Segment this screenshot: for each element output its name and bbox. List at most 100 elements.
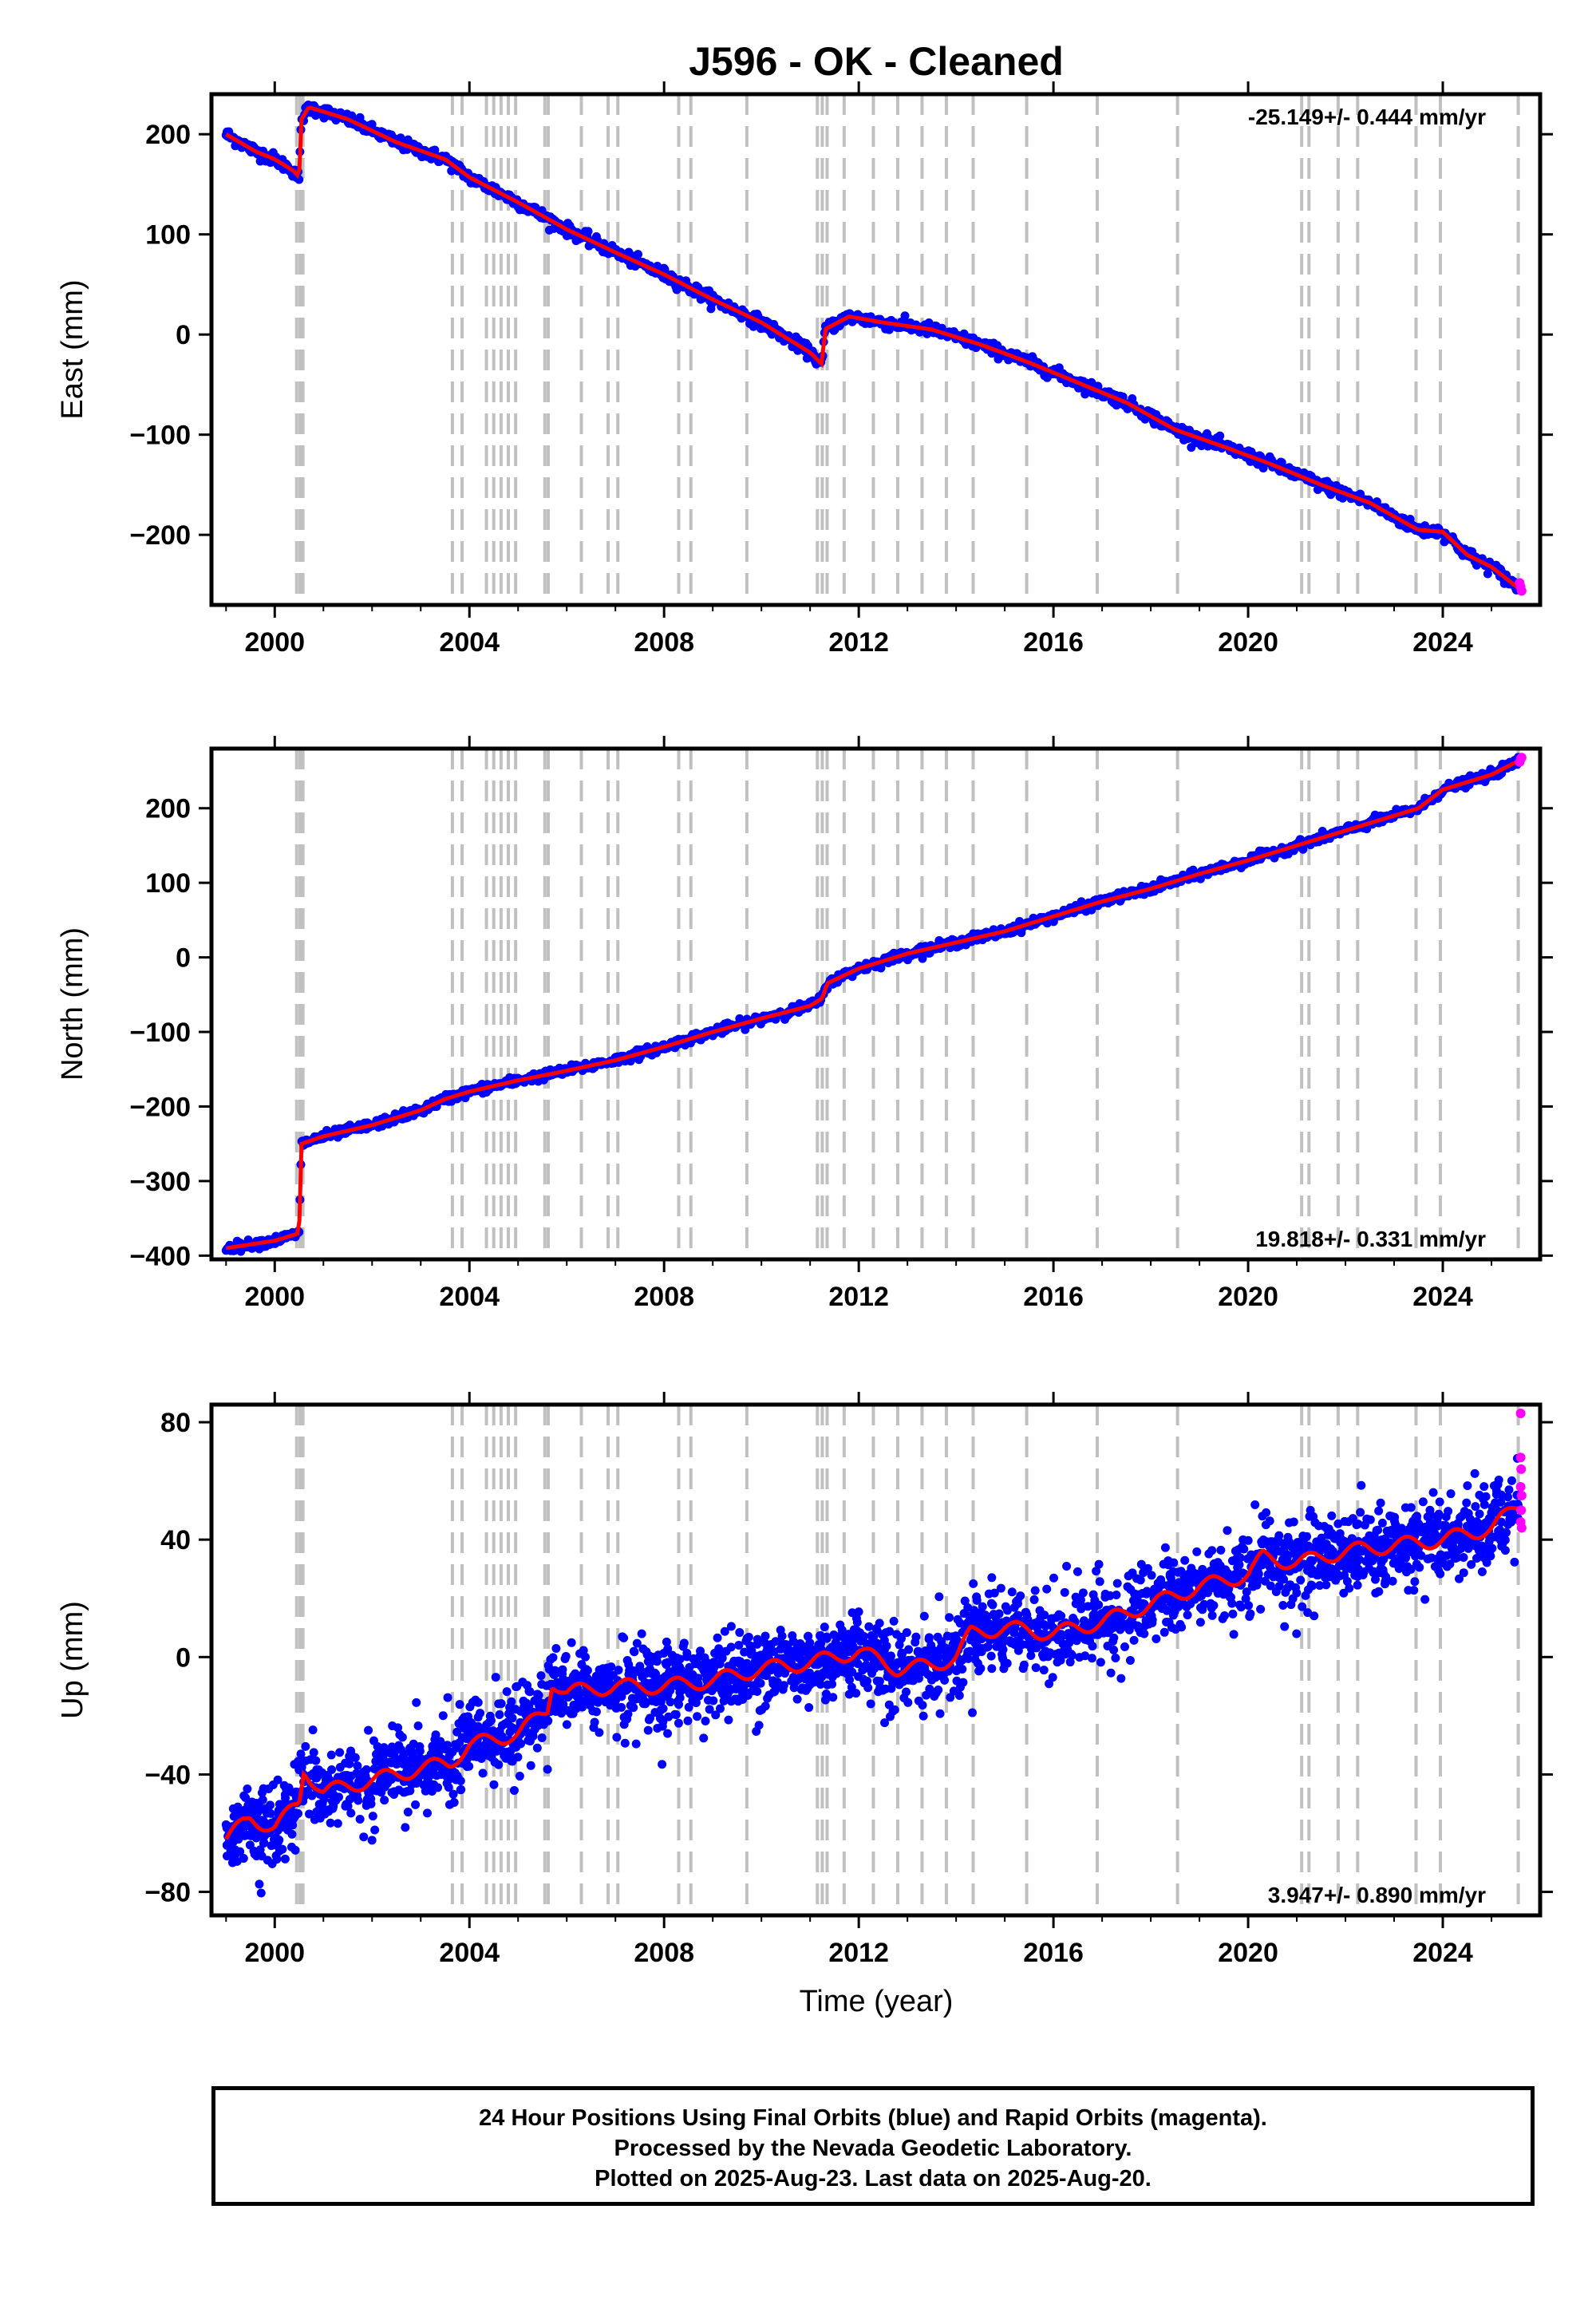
final-orbit-point: [1235, 1553, 1245, 1563]
final-orbit-point: [1180, 1555, 1190, 1565]
final-orbit-point: [1253, 1565, 1262, 1575]
plot-frame: [209, 92, 1543, 607]
final-orbit-point: [591, 1707, 601, 1717]
final-orbit-point: [537, 1733, 547, 1742]
final-orbit-point: [1246, 1609, 1255, 1618]
y-tick-label: −200: [129, 520, 191, 551]
final-orbit-point: [954, 1690, 964, 1700]
final-orbit-point: [1029, 1595, 1039, 1604]
final-orbit-point: [699, 1733, 709, 1743]
final-orbit-point: [1266, 1581, 1275, 1591]
final-orbit-point: [674, 1718, 683, 1728]
final-orbit-point: [502, 1687, 512, 1697]
final-orbit-point: [1345, 1583, 1354, 1593]
final-orbit-point: [866, 1699, 875, 1709]
final-orbit-point: [693, 1712, 702, 1721]
final-orbit-point: [1446, 1489, 1456, 1499]
final-orbit-point: [280, 1854, 290, 1863]
final-orbit-point: [890, 1705, 899, 1714]
final-orbit-point: [1428, 1488, 1438, 1497]
final-orbit-point: [864, 1622, 874, 1631]
final-orbit-point: [1229, 1630, 1238, 1639]
final-orbit-point: [1031, 1663, 1041, 1673]
y-tick-label: 200: [145, 794, 191, 824]
final-orbit-point: [239, 1854, 248, 1863]
final-orbit-point: [443, 1693, 452, 1702]
final-orbit-point: [1280, 1622, 1290, 1631]
final-orbit-point: [1353, 1580, 1362, 1590]
final-orbit-point: [683, 1716, 693, 1725]
final-orbit-point: [705, 1705, 714, 1714]
final-orbit-point: [1207, 1611, 1217, 1620]
final-orbit-point: [854, 1672, 863, 1682]
final-orbit-point: [1120, 1642, 1129, 1652]
final-orbit-point: [496, 1699, 506, 1709]
y-tick-label: −100: [129, 421, 191, 451]
final-orbit-point: [713, 1633, 722, 1642]
x-tick-label: 2020: [1218, 627, 1278, 658]
final-orbit-point: [1096, 1658, 1105, 1667]
final-orbit-point: [900, 311, 910, 321]
x-tick-label: 2020: [1218, 1282, 1278, 1312]
final-orbit-point: [1183, 1611, 1192, 1620]
final-orbit-point: [1001, 1602, 1010, 1611]
final-orbit-point: [1357, 1480, 1366, 1490]
final-orbit-point: [1147, 1571, 1156, 1580]
panel-east: 2000 2004 2008 2012 2016 2020 2024−200−1000100…: [56, 81, 1553, 658]
final-orbit-point: [1477, 1567, 1487, 1577]
panel-north: 2000 2004 2008 2012 2016 2020 2024−400−300−200…: [56, 736, 1553, 1312]
final-orbit-point: [726, 1622, 736, 1631]
final-orbit-point: [1239, 1544, 1249, 1554]
final-orbit-point: [911, 1632, 921, 1642]
final-orbit-point: [473, 1713, 483, 1722]
final-orbit-point: [1444, 1507, 1453, 1516]
final-orbit-point: [1250, 1500, 1260, 1510]
y-tick-label: 100: [145, 220, 191, 251]
final-orbit-point: [1463, 1481, 1472, 1491]
final-orbit-point: [255, 1879, 264, 1889]
final-orbit-point: [526, 1761, 535, 1770]
final-orbit-point: [1418, 1497, 1428, 1507]
final-orbit-point: [495, 1710, 504, 1720]
final-orbit-point: [1292, 1629, 1302, 1638]
final-orbit-point: [562, 1720, 571, 1729]
final-orbit-point: [1152, 1634, 1161, 1643]
final-orbit-point: [489, 1780, 499, 1789]
final-orbit-point: [760, 1701, 770, 1711]
final-orbit-point: [976, 1664, 986, 1674]
final-orbit-point: [1406, 1503, 1416, 1512]
final-orbit-point: [881, 1628, 891, 1638]
final-orbit-point: [583, 227, 593, 236]
final-orbit-point: [1216, 1545, 1226, 1555]
final-orbit-point: [1116, 1674, 1126, 1683]
final-orbit-point: [1140, 1629, 1149, 1638]
final-orbit-point: [411, 1800, 421, 1809]
final-orbit-point: [1215, 431, 1225, 441]
final-orbit-point: [412, 1697, 421, 1707]
final-orbit-point: [1094, 1559, 1104, 1569]
final-orbit-point: [634, 250, 643, 259]
final-orbit-point: [820, 1622, 829, 1632]
final-orbit-point: [1219, 1611, 1229, 1620]
x-tick-label: 2000: [244, 1282, 305, 1312]
final-orbit-point: [863, 1683, 873, 1693]
final-orbit-point: [701, 1716, 710, 1725]
final-orbit-point: [1327, 1511, 1337, 1520]
final-orbit-point: [515, 1772, 524, 1781]
final-orbit-point: [1353, 1572, 1362, 1582]
final-orbit-point: [735, 1628, 745, 1638]
final-orbit-point: [1111, 1653, 1120, 1662]
final-orbit-point: [643, 1725, 653, 1735]
final-orbit-point: [1060, 1587, 1069, 1597]
final-orbit-point: [1471, 1502, 1480, 1512]
final-orbit-point: [567, 1638, 576, 1647]
final-orbit-point: [631, 1739, 641, 1749]
final-orbit-point: [532, 1743, 542, 1753]
x-tick-label: 2016: [1023, 627, 1084, 658]
final-orbit-point: [335, 1762, 345, 1772]
final-orbit-point: [1129, 1635, 1139, 1645]
final-orbit-point: [889, 1616, 899, 1626]
final-orbit-point: [397, 1733, 407, 1742]
final-orbit-point: [1481, 1492, 1491, 1501]
final-orbit-point: [1470, 1468, 1479, 1478]
